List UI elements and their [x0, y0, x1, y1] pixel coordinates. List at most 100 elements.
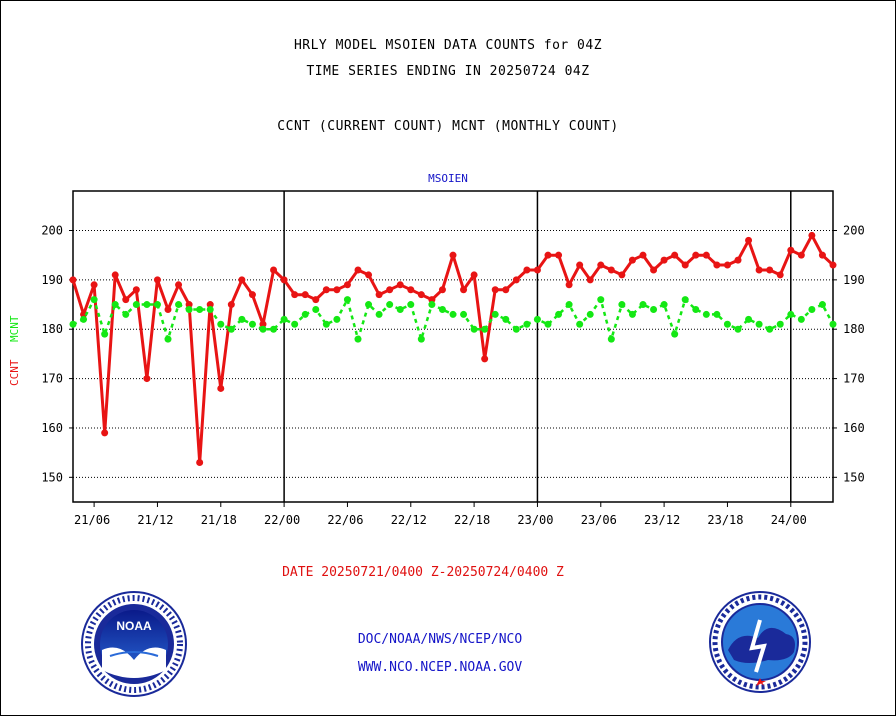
- data-point-ccnt: [80, 310, 88, 318]
- data-point-mcnt: [745, 315, 753, 323]
- data-point-mcnt: [438, 305, 446, 313]
- data-point-ccnt: [428, 296, 436, 304]
- data-point-mcnt: [618, 301, 626, 309]
- data-point-mcnt: [576, 320, 584, 328]
- data-point-mcnt: [375, 310, 383, 318]
- x-tick-label: 23/18: [707, 513, 743, 527]
- y-tick-label: 190: [41, 273, 63, 287]
- date-range: DATE 20250721/0400 Z-20250724/0400 Z: [282, 565, 564, 580]
- x-tick-label: 22/18: [454, 513, 490, 527]
- data-point-mcnt: [386, 301, 394, 309]
- data-point-mcnt: [829, 320, 837, 328]
- y-tick-label: 180: [41, 322, 63, 336]
- data-point-ccnt: [650, 266, 658, 274]
- data-point-mcnt: [185, 305, 193, 313]
- data-point-ccnt: [438, 286, 446, 294]
- data-point-mcnt: [164, 335, 172, 343]
- data-point-mcnt: [776, 320, 784, 328]
- data-point-ccnt: [586, 276, 594, 284]
- data-point-mcnt: [470, 325, 478, 333]
- data-point-mcnt: [101, 330, 109, 338]
- data-point-ccnt: [576, 261, 584, 269]
- footer-url[interactable]: WWW.NCO.NCEP.NOAA.GOV: [357, 660, 523, 675]
- data-point-ccnt: [206, 301, 214, 309]
- data-point-ccnt: [259, 320, 267, 328]
- data-point-mcnt: [301, 310, 309, 318]
- data-point-ccnt: [365, 271, 373, 279]
- x-tick-label: 24/00: [771, 513, 807, 527]
- data-point-ccnt: [396, 281, 404, 289]
- noaa-logo-icon: NOAA: [81, 591, 187, 697]
- data-point-ccnt: [375, 291, 383, 299]
- data-point-mcnt: [723, 320, 731, 328]
- data-point-ccnt: [354, 266, 362, 274]
- data-point-ccnt: [333, 286, 341, 294]
- plot-title: MSOIEN: [428, 172, 468, 185]
- x-tick-label: 22/12: [391, 513, 427, 527]
- data-point-mcnt: [343, 296, 351, 304]
- data-point-ccnt: [491, 286, 499, 294]
- data-point-mcnt: [227, 325, 235, 333]
- data-point-mcnt: [713, 310, 721, 318]
- data-point-mcnt: [428, 301, 436, 309]
- data-point-mcnt: [512, 325, 520, 333]
- x-tick-label: 21/12: [137, 513, 173, 527]
- data-point-mcnt: [481, 325, 489, 333]
- data-point-mcnt: [238, 315, 246, 323]
- chart-title-line3: CCNT (CURRENT COUNT) MCNT (MONTHLY COUNT…: [277, 119, 619, 134]
- data-point-ccnt: [217, 384, 225, 392]
- data-point-ccnt: [481, 355, 489, 363]
- data-point-mcnt: [491, 310, 499, 318]
- data-point-ccnt: [143, 375, 151, 383]
- data-point-mcnt: [322, 320, 330, 328]
- data-point-mcnt: [460, 310, 468, 318]
- data-point-mcnt: [259, 325, 267, 333]
- data-point-ccnt: [808, 231, 816, 239]
- data-point-ccnt: [829, 261, 837, 269]
- data-point-ccnt: [660, 256, 668, 264]
- data-point-mcnt: [533, 315, 541, 323]
- y-tick-label: 160: [41, 421, 63, 435]
- y-tick-label-right: 180: [843, 322, 865, 336]
- y-tick-label: 150: [41, 470, 63, 484]
- data-point-ccnt: [301, 291, 309, 299]
- data-point-mcnt: [196, 305, 204, 313]
- data-point-mcnt: [555, 310, 563, 318]
- data-point-ccnt: [460, 286, 468, 294]
- data-point-ccnt: [175, 281, 183, 289]
- data-point-ccnt: [407, 286, 415, 294]
- chart-title-line2: TIME SERIES ENDING IN 20250724 04Z: [306, 64, 590, 79]
- data-point-mcnt: [650, 305, 658, 313]
- data-point-ccnt: [681, 261, 689, 269]
- data-point-ccnt: [291, 291, 299, 299]
- data-point-mcnt: [206, 305, 214, 313]
- data-point-mcnt: [407, 301, 415, 309]
- data-point-ccnt: [639, 251, 647, 259]
- data-point-ccnt: [734, 256, 742, 264]
- x-tick-label: 23/00: [517, 513, 553, 527]
- data-point-mcnt: [80, 315, 88, 323]
- data-point-ccnt: [533, 266, 541, 274]
- data-point-mcnt: [291, 320, 299, 328]
- data-point-mcnt: [586, 310, 594, 318]
- data-point-ccnt: [618, 271, 626, 279]
- data-point-mcnt: [248, 320, 256, 328]
- data-point-ccnt: [628, 256, 636, 264]
- data-point-mcnt: [217, 320, 225, 328]
- data-point-ccnt: [417, 291, 425, 299]
- data-point-ccnt: [312, 296, 320, 304]
- y-tick-label: 170: [41, 372, 63, 386]
- data-point-mcnt: [734, 325, 742, 333]
- data-point-ccnt: [555, 251, 563, 259]
- data-point-ccnt: [196, 459, 204, 467]
- data-point-mcnt: [143, 301, 151, 309]
- data-point-ccnt: [101, 429, 109, 437]
- data-point-ccnt: [153, 276, 161, 284]
- plot-frame: [72, 190, 834, 503]
- x-tick-label: 21/06: [74, 513, 110, 527]
- data-point-ccnt: [502, 286, 510, 294]
- data-point-mcnt: [544, 320, 552, 328]
- data-point-ccnt: [185, 301, 193, 309]
- data-point-ccnt: [343, 281, 351, 289]
